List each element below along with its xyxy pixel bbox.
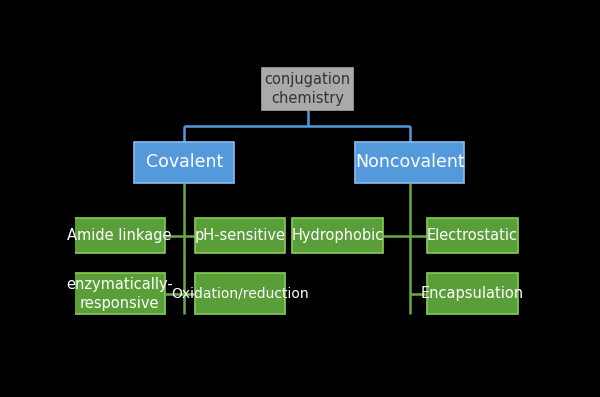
- Text: Encapsulation: Encapsulation: [421, 286, 524, 301]
- Text: Covalent: Covalent: [146, 153, 223, 171]
- Text: Amide linkage: Amide linkage: [67, 228, 172, 243]
- Text: Noncovalent: Noncovalent: [355, 153, 464, 171]
- Text: pH-sensitive: pH-sensitive: [194, 228, 286, 243]
- Text: enzymatically-
responsive: enzymatically- responsive: [66, 277, 173, 310]
- FancyBboxPatch shape: [355, 142, 464, 183]
- Text: Electrostatic: Electrostatic: [427, 228, 518, 243]
- FancyBboxPatch shape: [262, 68, 353, 110]
- FancyBboxPatch shape: [195, 273, 286, 314]
- FancyBboxPatch shape: [134, 142, 234, 183]
- Text: conjugation
chemistry: conjugation chemistry: [265, 72, 350, 106]
- Text: Hydrophobic: Hydrophobic: [292, 228, 384, 243]
- Text: Oxidation/reduction: Oxidation/reduction: [171, 287, 309, 301]
- FancyBboxPatch shape: [292, 218, 383, 253]
- FancyBboxPatch shape: [427, 218, 518, 253]
- FancyBboxPatch shape: [74, 218, 164, 253]
- FancyBboxPatch shape: [74, 273, 164, 314]
- FancyBboxPatch shape: [427, 273, 518, 314]
- FancyBboxPatch shape: [195, 218, 286, 253]
